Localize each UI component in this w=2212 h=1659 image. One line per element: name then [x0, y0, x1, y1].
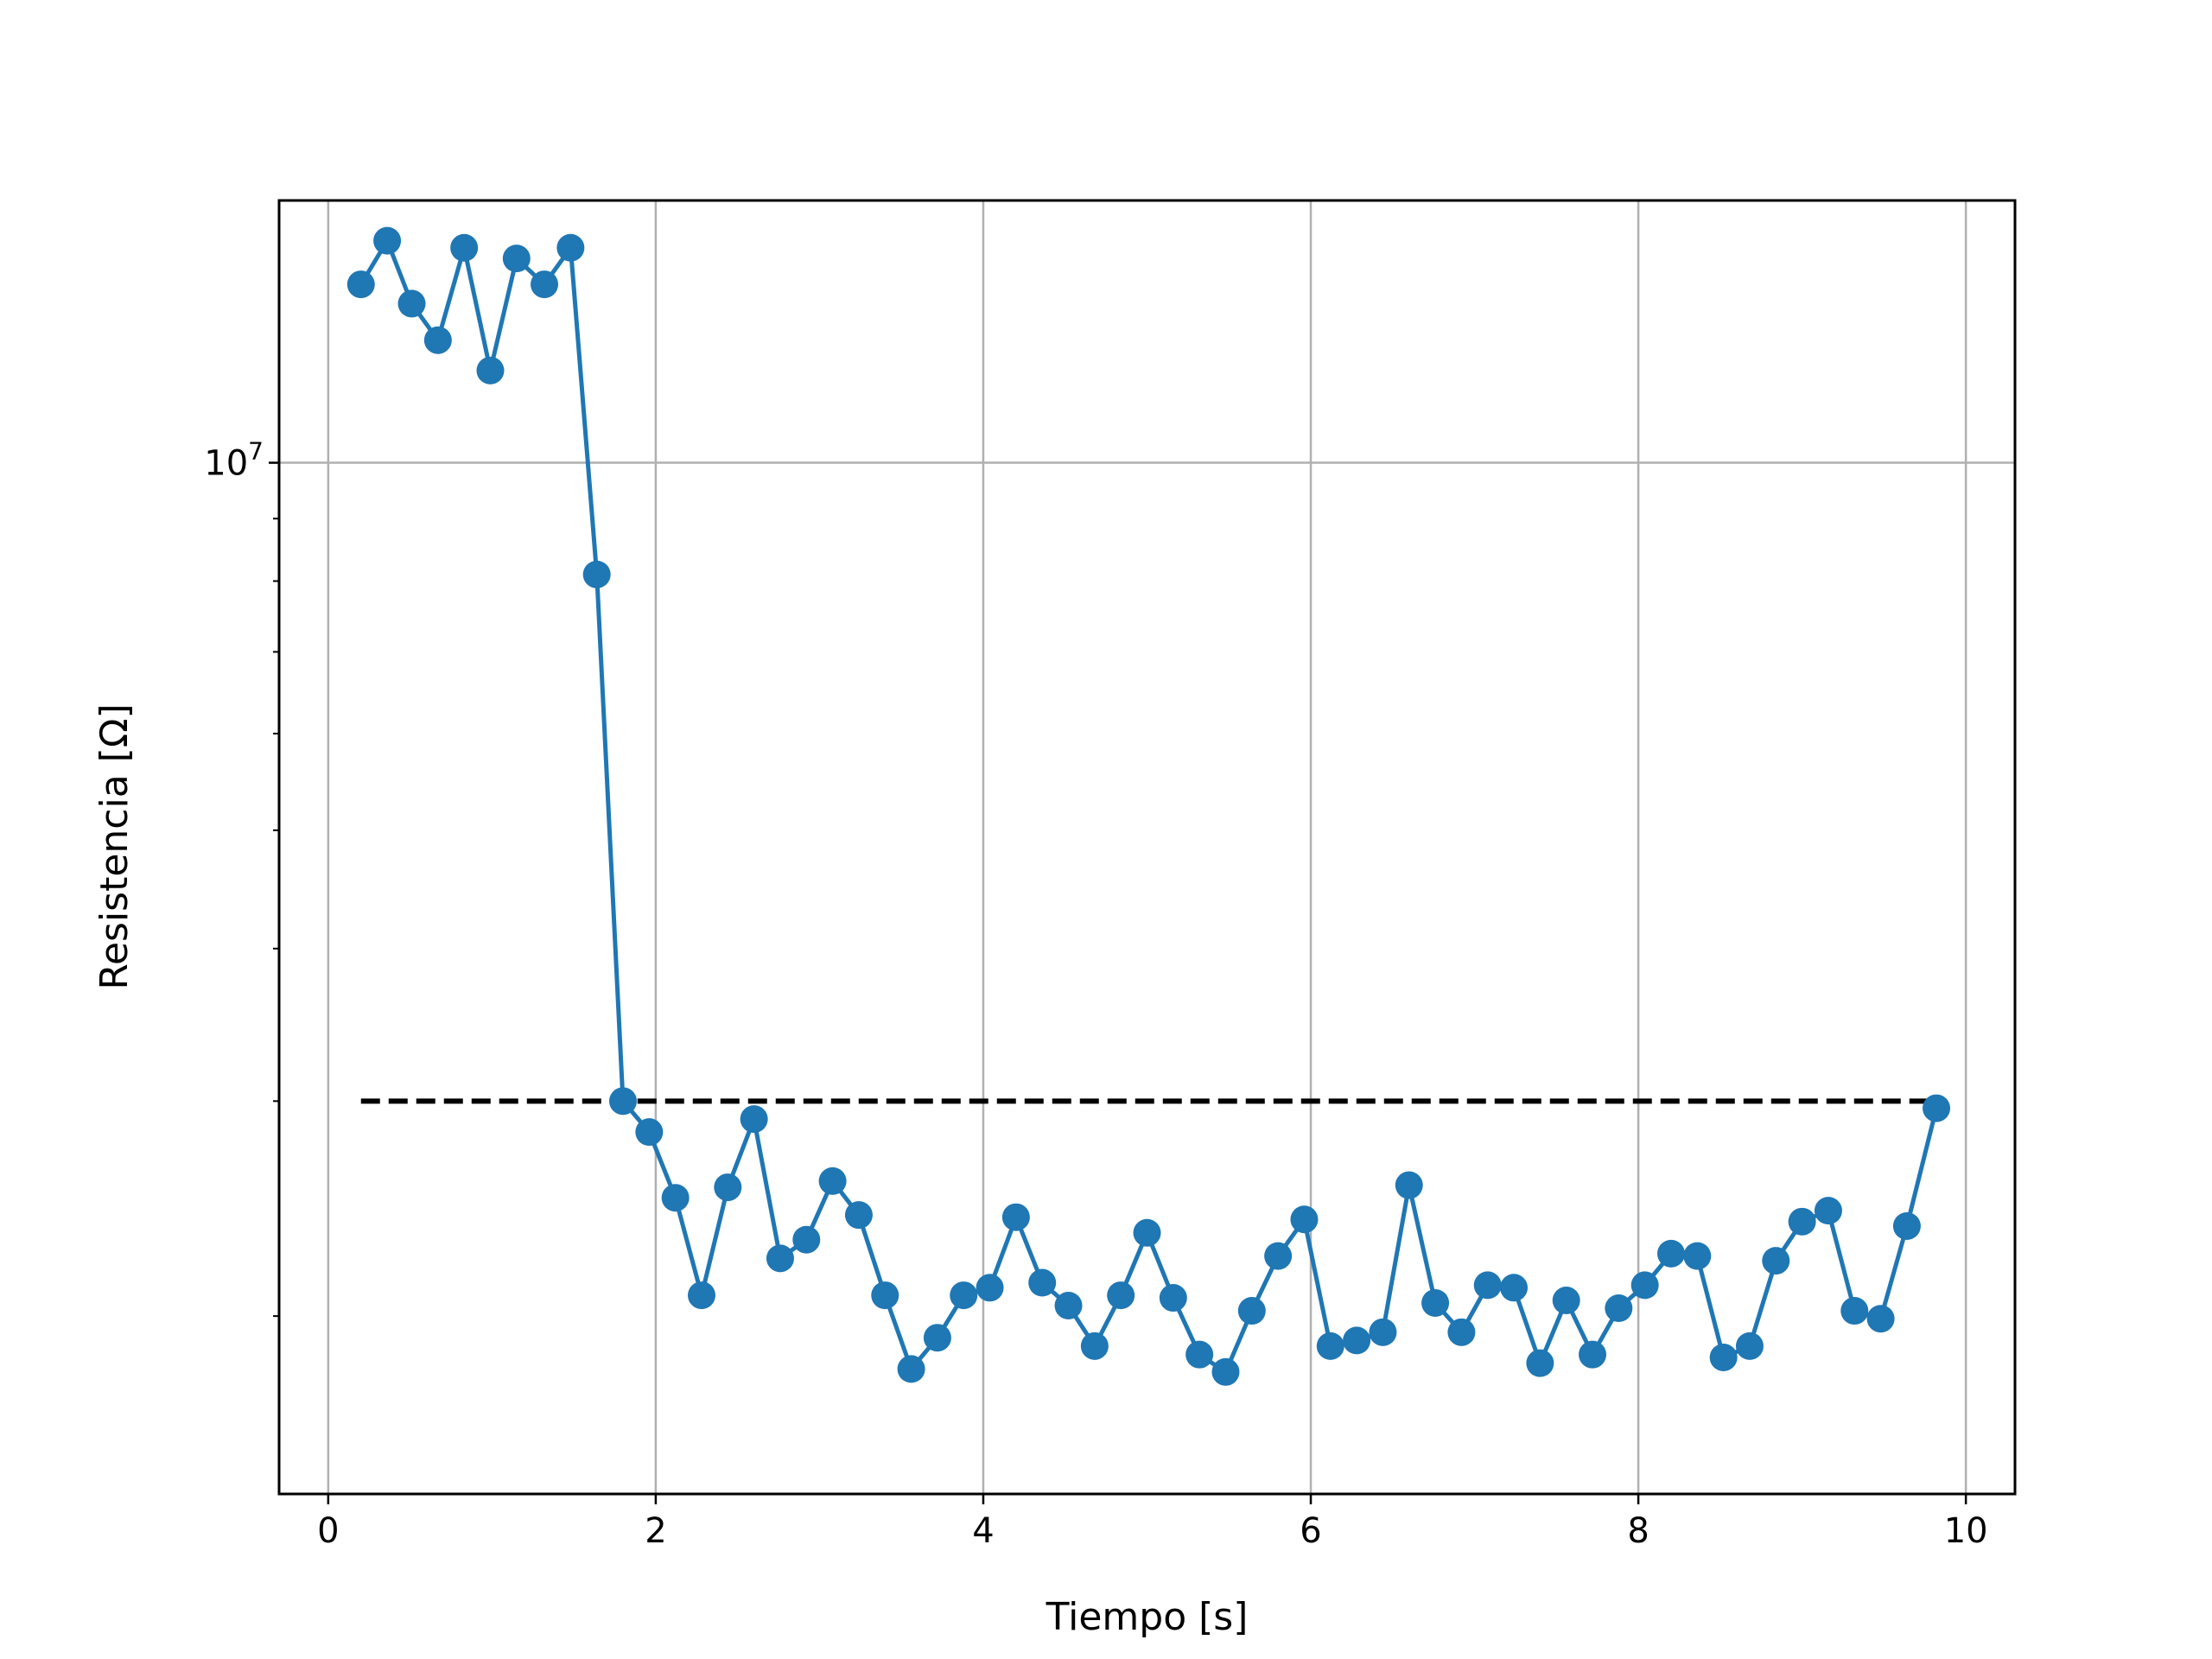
data-point [1866, 1305, 1895, 1333]
data-point [582, 560, 611, 588]
series-layer [346, 226, 1951, 1386]
data-point [1080, 1332, 1109, 1360]
data-point [397, 289, 426, 318]
grid [279, 200, 2015, 1494]
data-point [1290, 1205, 1319, 1234]
data-point [1264, 1242, 1293, 1270]
data-point [1630, 1271, 1659, 1300]
data-point [609, 1087, 638, 1116]
data-point [476, 356, 505, 385]
data-point [766, 1244, 794, 1273]
data-point [1133, 1218, 1161, 1247]
data-point [1579, 1340, 1607, 1369]
data-point [844, 1201, 873, 1230]
data-point [976, 1274, 1004, 1302]
data-point [1923, 1094, 1951, 1122]
data-point [923, 1324, 951, 1352]
data-point [1552, 1287, 1580, 1315]
data-point [1316, 1332, 1344, 1360]
data-point [897, 1355, 925, 1383]
data-point [1788, 1207, 1816, 1236]
data-point [556, 233, 585, 262]
data-point [1159, 1284, 1187, 1313]
data-point [818, 1166, 847, 1195]
x-tick-label: 4 [972, 1511, 994, 1551]
data-point [346, 270, 375, 299]
data-point [1683, 1242, 1712, 1270]
x-tick-label: 8 [1627, 1511, 1649, 1551]
data-point [423, 326, 452, 354]
x-tick-label: 6 [1300, 1511, 1321, 1551]
data-point [1028, 1268, 1057, 1297]
data-point [1814, 1197, 1842, 1225]
data-point [1840, 1297, 1869, 1325]
data-point [502, 245, 531, 273]
data-point [531, 270, 559, 299]
data-point [373, 226, 402, 255]
data-point [450, 233, 479, 262]
data-point [1500, 1274, 1529, 1302]
data-point [871, 1281, 899, 1310]
data-point [1054, 1291, 1083, 1319]
data-point [635, 1118, 664, 1147]
x-tick-label: 0 [317, 1511, 339, 1551]
y-tick-label: 107 [204, 437, 264, 484]
data-point [1709, 1343, 1738, 1371]
data-point [1369, 1318, 1397, 1346]
data-point [714, 1173, 742, 1202]
data-point [1421, 1288, 1450, 1317]
data-point [792, 1225, 821, 1254]
data-point [1395, 1171, 1423, 1199]
data-point [1473, 1271, 1502, 1300]
data-point [687, 1281, 715, 1310]
x-tick-label: 10 [1944, 1511, 1988, 1551]
data-point [950, 1281, 978, 1310]
data-point [1343, 1326, 1371, 1355]
data-point [1185, 1340, 1214, 1369]
data-point [1107, 1281, 1135, 1310]
ticks: 0 2 4 6 8 10 107 [204, 437, 1987, 1551]
y-axis-label: Resistencia [Ω] [92, 703, 137, 989]
data-point [1001, 1203, 1030, 1231]
data-point [1237, 1297, 1266, 1325]
plot-frame [277, 199, 2017, 1496]
data-point [661, 1184, 690, 1212]
data-point [1605, 1294, 1633, 1323]
data-point [1656, 1239, 1685, 1268]
x-axis-label: Tiempo [s] [1046, 1595, 1249, 1639]
data-point [740, 1105, 768, 1134]
data-point [1211, 1357, 1240, 1386]
data-point [1735, 1332, 1764, 1360]
data-point [1762, 1247, 1790, 1275]
data-point [1447, 1318, 1476, 1346]
data-point [1892, 1211, 1921, 1240]
data-point [1526, 1349, 1554, 1377]
x-tick-label: 2 [645, 1511, 666, 1551]
